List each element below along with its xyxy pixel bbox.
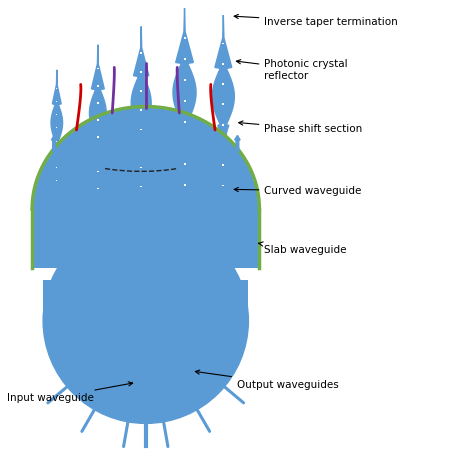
Circle shape — [43, 218, 248, 423]
Polygon shape — [51, 135, 57, 151]
Bar — [140, 167, 142, 168]
Polygon shape — [34, 108, 257, 209]
Bar — [183, 58, 185, 60]
Bar — [43, 280, 248, 321]
Bar — [97, 119, 99, 121]
Bar — [97, 102, 99, 104]
Text: Curved waveguide: Curved waveguide — [234, 186, 362, 196]
Text: Photonic crystal
reflector: Photonic crystal reflector — [237, 59, 348, 81]
Bar — [56, 140, 57, 141]
Bar — [97, 68, 99, 69]
Bar — [97, 188, 99, 189]
Bar — [222, 103, 224, 105]
Bar — [183, 78, 185, 81]
Polygon shape — [212, 15, 234, 204]
Bar — [222, 83, 224, 85]
Polygon shape — [173, 8, 196, 204]
Bar — [140, 71, 142, 73]
Bar — [140, 52, 142, 54]
Bar — [56, 101, 57, 102]
Bar — [183, 163, 185, 165]
Bar — [56, 180, 57, 181]
Bar — [34, 209, 257, 268]
Bar — [140, 129, 142, 130]
Text: Inverse taper termination: Inverse taper termination — [234, 14, 398, 27]
Bar — [56, 167, 57, 168]
Bar — [183, 37, 185, 39]
Polygon shape — [90, 45, 106, 204]
Bar — [222, 43, 224, 45]
Polygon shape — [51, 70, 63, 193]
Bar — [183, 184, 185, 186]
Bar — [140, 186, 142, 187]
Text: Slab waveguide: Slab waveguide — [258, 242, 347, 255]
Text: Output waveguides: Output waveguides — [195, 370, 339, 390]
Polygon shape — [235, 135, 240, 151]
Text: Input waveguide: Input waveguide — [7, 382, 133, 403]
Bar — [183, 121, 185, 123]
Bar — [97, 85, 99, 86]
Bar — [56, 128, 57, 129]
Bar — [56, 88, 57, 89]
Bar — [140, 90, 142, 92]
Bar — [97, 171, 99, 172]
Bar — [97, 136, 99, 138]
Text: Phase shift section: Phase shift section — [239, 121, 363, 134]
Bar — [140, 110, 142, 111]
Polygon shape — [131, 27, 151, 204]
Bar — [222, 185, 224, 186]
Bar — [222, 63, 224, 65]
Bar — [222, 123, 224, 126]
Bar — [56, 114, 57, 115]
Bar — [183, 100, 185, 102]
Bar — [222, 164, 224, 166]
